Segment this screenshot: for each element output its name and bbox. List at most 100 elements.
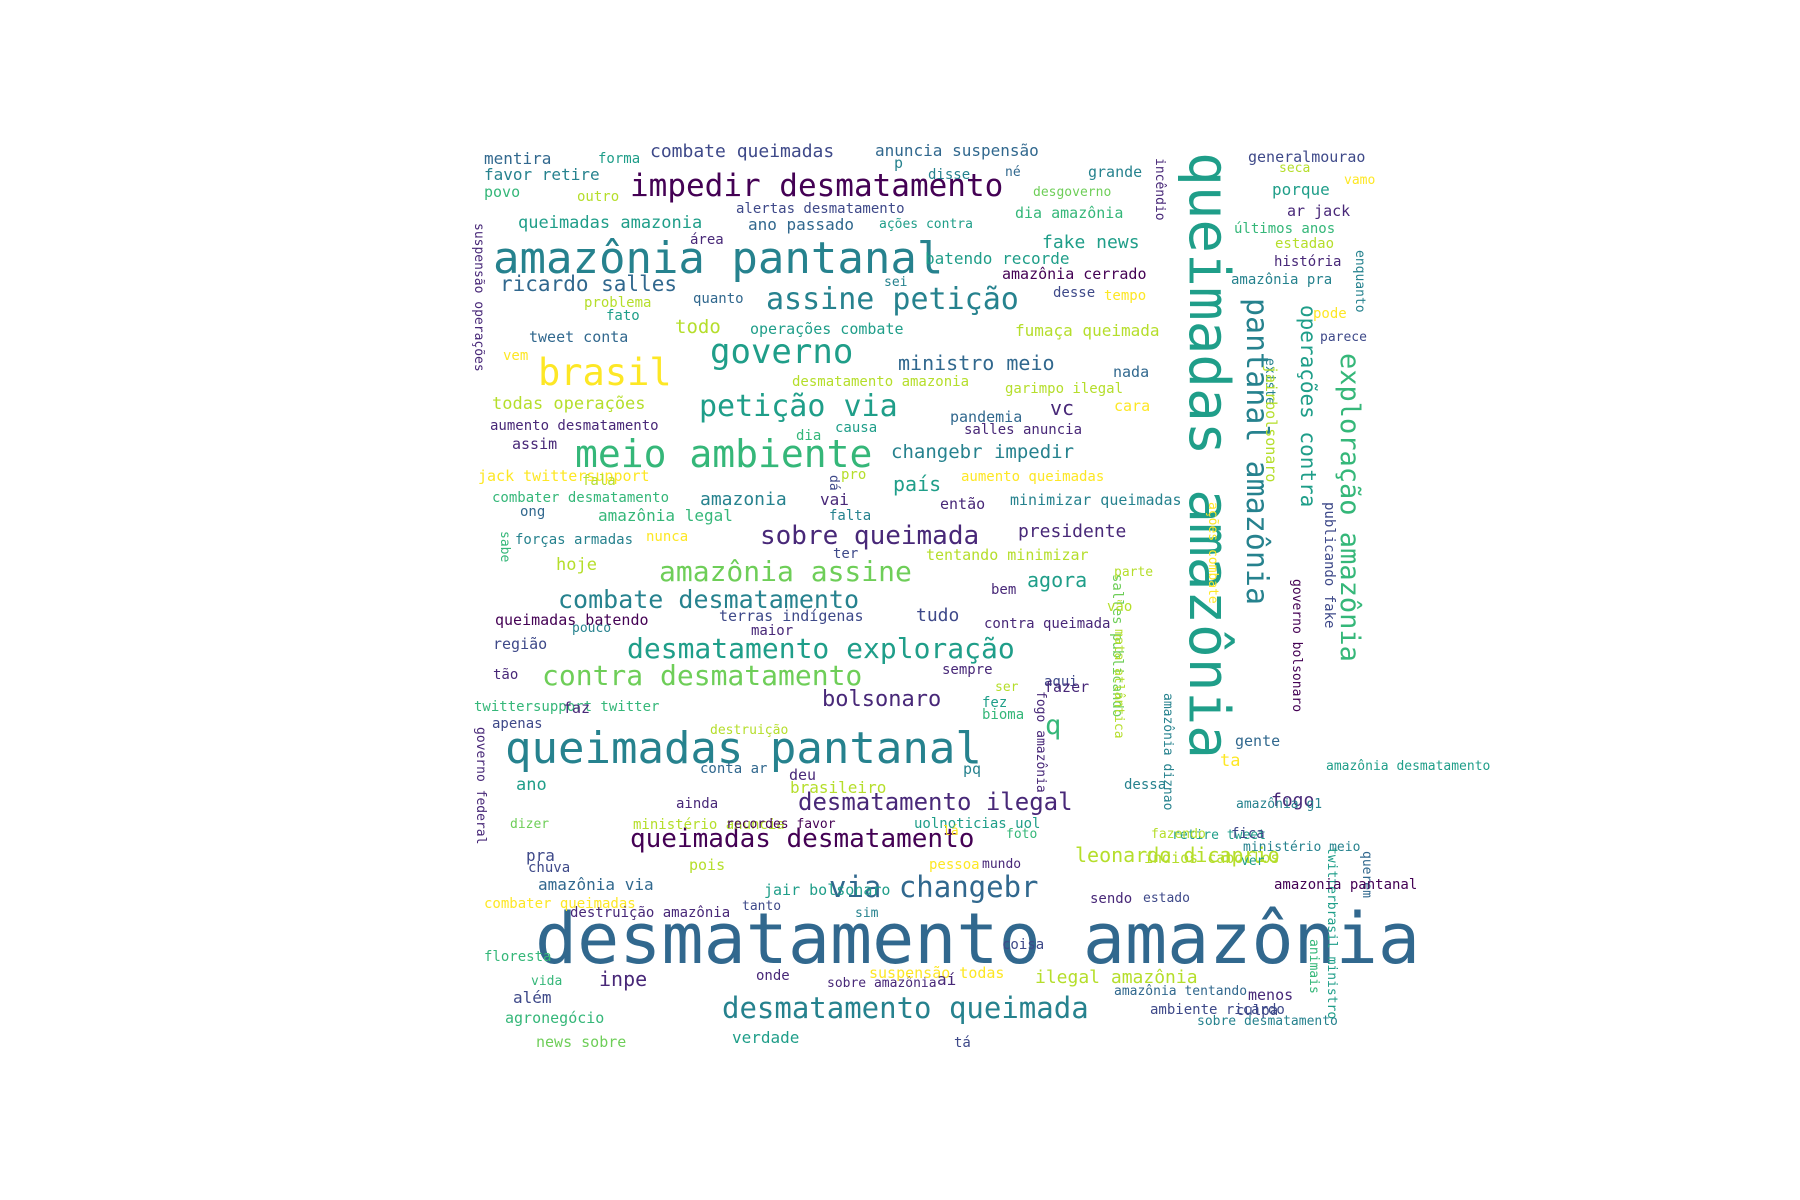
cloud-word: vamo bbox=[1344, 173, 1376, 188]
cloud-word: culpa bbox=[1236, 1003, 1279, 1019]
cloud-word: fogo amazônia bbox=[1033, 691, 1048, 793]
cloud-word: ações combate bbox=[1205, 502, 1220, 604]
cloud-word: agora bbox=[1027, 568, 1088, 592]
cloud-word: mentira bbox=[484, 149, 552, 168]
cloud-word: sobre amazônia bbox=[827, 976, 937, 991]
cloud-word: amazônia pra bbox=[1231, 272, 1333, 288]
cloud-word: ar jack bbox=[1287, 202, 1351, 220]
cloud-word: ano passado bbox=[748, 215, 854, 234]
cloud-word: presidente bbox=[1018, 521, 1127, 542]
cloud-word: ta bbox=[1220, 751, 1241, 771]
cloud-word: tentando minimizar bbox=[926, 546, 1089, 564]
cloud-word: combater desmatamento bbox=[492, 490, 670, 506]
cloud-word: pode bbox=[1313, 306, 1347, 322]
cloud-word: floresta bbox=[484, 949, 552, 965]
cloud-word: foto bbox=[1006, 827, 1038, 842]
cloud-word: amazônia desmatamento bbox=[1326, 759, 1491, 774]
cloud-word: ver bbox=[1241, 854, 1265, 869]
cloud-word: além bbox=[513, 988, 552, 1007]
cloud-word: né bbox=[1005, 165, 1021, 180]
cloud-word: jack twittersupport bbox=[478, 467, 650, 485]
cloud-word: twitterbrasil ministro bbox=[1324, 847, 1339, 1020]
cloud-word: desmatamento amazonia bbox=[792, 374, 970, 390]
cloud-word: minimizar queimadas bbox=[1010, 491, 1182, 509]
cloud-word: fumaça queimada bbox=[1015, 321, 1160, 340]
cloud-word: sim bbox=[855, 906, 879, 921]
cloud-word: onde bbox=[756, 968, 790, 984]
cloud-word: história bbox=[1274, 254, 1342, 270]
cloud-word: quanto bbox=[693, 291, 744, 307]
cloud-word: porque bbox=[1272, 180, 1330, 199]
cloud-word: pro bbox=[841, 467, 867, 483]
cloud-word: vai bbox=[820, 490, 849, 509]
cloud-word: seca bbox=[1279, 161, 1311, 176]
cloud-word: gente bbox=[1235, 732, 1281, 750]
cloud-word: área bbox=[690, 232, 724, 248]
cloud-word: suspensão operações bbox=[471, 223, 486, 372]
cloud-word: aí bbox=[937, 970, 957, 989]
cloud-word: conta ar bbox=[700, 761, 768, 777]
cloud-word: então bbox=[940, 495, 986, 513]
cloud-word: desse bbox=[1053, 285, 1096, 301]
cloud-word: fez bbox=[982, 695, 1008, 711]
cloud-word: nada bbox=[1113, 363, 1150, 381]
cloud-word: mata atlântica bbox=[1111, 629, 1126, 739]
cloud-word: jairbolsonaro bbox=[1262, 365, 1280, 483]
cloud-word: hoje bbox=[556, 555, 597, 575]
cloud-word: sobre desmatamento bbox=[1197, 1014, 1338, 1029]
cloud-word: amazônia via bbox=[538, 875, 654, 894]
cloud-word: fala bbox=[582, 473, 616, 489]
cloud-word: brasil bbox=[538, 351, 672, 394]
cloud-word: enquanto bbox=[1352, 250, 1367, 313]
cloud-word: amazônia pantanal bbox=[493, 233, 944, 284]
cloud-word: destruição bbox=[710, 723, 789, 738]
cloud-word: vão bbox=[1107, 599, 1133, 615]
cloud-word: petição via bbox=[699, 389, 898, 424]
cloud-word: suspensão todas bbox=[869, 964, 1005, 982]
cloud-word: aqui bbox=[1044, 674, 1078, 690]
cloud-word: cara bbox=[1114, 397, 1151, 415]
cloud-word: publicando fake bbox=[1321, 502, 1337, 629]
cloud-word: índios caboclos bbox=[1144, 849, 1280, 867]
cloud-word: favor retire bbox=[484, 165, 600, 184]
cloud-word: parte bbox=[1114, 565, 1154, 580]
cloud-word: garimpo ilegal bbox=[1005, 381, 1124, 397]
cloud-word: lá bbox=[943, 824, 959, 839]
cloud-word: desgoverno bbox=[1033, 185, 1112, 200]
cloud-word: fake news bbox=[1042, 232, 1140, 253]
cloud-word: ricardo salles bbox=[500, 272, 678, 296]
cloud-word: contra desmatamento bbox=[542, 659, 863, 692]
cloud-word: amazônia cerrado bbox=[1002, 265, 1147, 283]
cloud-word: outro bbox=[577, 189, 620, 205]
cloud-word: queimadas amazônia bbox=[1176, 152, 1241, 759]
cloud-word: queimadas desmatamento bbox=[630, 824, 975, 854]
cloud-word: pessoa bbox=[929, 857, 980, 873]
cloud-word: destruição amazônia bbox=[570, 905, 731, 921]
cloud-word: sabe bbox=[497, 531, 512, 563]
cloud-word: exploração amazônia bbox=[1334, 353, 1365, 662]
cloud-word: pois bbox=[689, 856, 726, 874]
cloud-word: jair bolsonaro bbox=[764, 881, 891, 899]
cloud-word: queimadas amazonia bbox=[518, 213, 703, 233]
cloud-word: dia amazônia bbox=[1015, 204, 1124, 222]
cloud-word: alertas desmatamento bbox=[736, 201, 905, 217]
cloud-word: coisa bbox=[1002, 937, 1045, 953]
cloud-word: falta bbox=[829, 508, 872, 524]
cloud-word: ambiente ricardo bbox=[1150, 1002, 1285, 1018]
cloud-word: dizer bbox=[510, 817, 550, 832]
cloud-word: tá bbox=[954, 1035, 971, 1051]
cloud-word: mundo bbox=[982, 857, 1022, 872]
cloud-word: retire tweet bbox=[1172, 828, 1266, 843]
cloud-word: incêndio bbox=[1152, 158, 1167, 221]
cloud-word: terras indígenas bbox=[719, 607, 864, 625]
cloud-word: tweet conta bbox=[529, 328, 629, 346]
cloud-word: tempo bbox=[1104, 288, 1147, 304]
cloud-word: inpe bbox=[599, 967, 648, 991]
cloud-word: animais bbox=[1306, 939, 1321, 994]
cloud-word: estado bbox=[1143, 891, 1190, 906]
cloud-word: governo bbox=[710, 332, 854, 372]
cloud-word: leonardo dicaprio bbox=[1075, 843, 1280, 867]
cloud-word: vc bbox=[1050, 396, 1075, 420]
cloud-word: ações contra bbox=[879, 217, 973, 232]
